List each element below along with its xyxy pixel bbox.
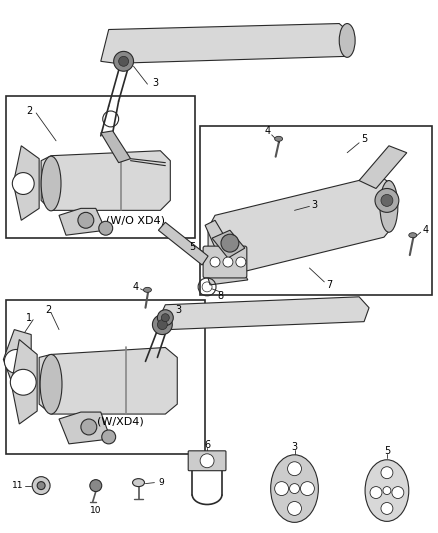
Text: (W/XD4): (W/XD4) <box>97 416 144 426</box>
Ellipse shape <box>365 460 409 521</box>
Circle shape <box>370 487 382 498</box>
Circle shape <box>288 462 301 475</box>
Circle shape <box>90 480 102 491</box>
Circle shape <box>161 314 170 321</box>
Text: 1: 1 <box>26 313 32 322</box>
Circle shape <box>236 257 246 267</box>
Circle shape <box>288 502 301 515</box>
Text: 11: 11 <box>12 481 23 490</box>
Text: 3: 3 <box>311 200 318 211</box>
Polygon shape <box>359 146 407 189</box>
Circle shape <box>210 257 220 267</box>
Polygon shape <box>41 151 170 211</box>
Ellipse shape <box>271 455 318 522</box>
Circle shape <box>381 503 393 514</box>
Polygon shape <box>205 265 248 285</box>
Circle shape <box>114 51 134 71</box>
Polygon shape <box>160 297 369 329</box>
Polygon shape <box>59 412 111 444</box>
Text: 5: 5 <box>189 242 195 252</box>
Text: 9: 9 <box>159 478 164 487</box>
Polygon shape <box>159 222 208 265</box>
Circle shape <box>381 195 393 206</box>
Text: 4: 4 <box>265 126 271 136</box>
Polygon shape <box>59 208 106 235</box>
Circle shape <box>383 487 391 495</box>
Circle shape <box>119 56 129 66</box>
Circle shape <box>221 234 239 252</box>
Ellipse shape <box>133 479 145 487</box>
Circle shape <box>99 221 113 235</box>
Polygon shape <box>101 131 131 163</box>
Circle shape <box>223 257 233 267</box>
Circle shape <box>37 482 45 490</box>
Polygon shape <box>13 146 39 220</box>
Circle shape <box>300 482 314 496</box>
Text: (W/O XD4): (W/O XD4) <box>106 215 165 225</box>
Polygon shape <box>11 340 37 424</box>
Polygon shape <box>101 23 354 63</box>
Circle shape <box>78 212 94 228</box>
Circle shape <box>275 482 289 496</box>
Polygon shape <box>208 175 394 278</box>
Circle shape <box>12 173 34 195</box>
Circle shape <box>102 430 116 444</box>
Circle shape <box>152 314 172 335</box>
Circle shape <box>157 310 173 326</box>
Circle shape <box>381 467 393 479</box>
Text: 4: 4 <box>423 225 429 235</box>
Text: 4: 4 <box>132 282 138 292</box>
Circle shape <box>375 189 399 212</box>
Text: 2: 2 <box>45 305 51 314</box>
Ellipse shape <box>144 287 152 292</box>
Circle shape <box>290 483 300 494</box>
Circle shape <box>200 454 214 468</box>
Text: 5: 5 <box>361 134 367 144</box>
Text: 2: 2 <box>26 106 32 116</box>
Ellipse shape <box>275 136 283 141</box>
Circle shape <box>157 320 167 329</box>
Ellipse shape <box>41 156 61 211</box>
Text: 8: 8 <box>217 291 223 301</box>
Ellipse shape <box>380 181 398 232</box>
Circle shape <box>11 369 36 395</box>
Ellipse shape <box>339 23 355 58</box>
Polygon shape <box>212 230 245 258</box>
Ellipse shape <box>409 233 417 238</box>
Polygon shape <box>205 220 240 270</box>
Text: 3: 3 <box>152 78 159 88</box>
Text: 3: 3 <box>175 305 181 314</box>
FancyBboxPatch shape <box>188 451 226 471</box>
Text: 3: 3 <box>291 442 297 452</box>
Circle shape <box>81 419 97 435</box>
FancyBboxPatch shape <box>203 246 247 278</box>
Text: 6: 6 <box>204 440 210 450</box>
Polygon shape <box>39 348 177 414</box>
Polygon shape <box>4 329 31 389</box>
Text: 7: 7 <box>326 280 332 290</box>
Circle shape <box>4 350 28 373</box>
Circle shape <box>32 477 50 495</box>
Text: 5: 5 <box>384 446 390 456</box>
Ellipse shape <box>40 354 62 414</box>
Circle shape <box>392 487 404 498</box>
Text: 10: 10 <box>90 506 102 515</box>
